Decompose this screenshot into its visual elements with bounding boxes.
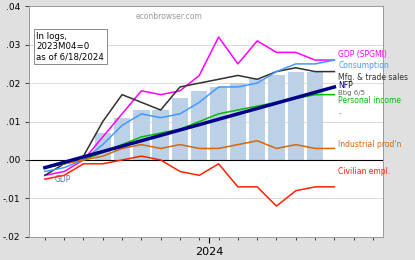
Text: GDP: GDP (54, 175, 71, 184)
Bar (268, 75, 285, 160)
Text: Civilian empl.: Civilian empl. (338, 167, 391, 176)
Bar (249, 79, 265, 160)
Text: Personal income: Personal income (338, 96, 401, 105)
Text: Industrial prod'n: Industrial prod'n (338, 140, 402, 149)
Text: econbrowser.com: econbrowser.com (135, 12, 202, 21)
Text: Consumption: Consumption (338, 61, 389, 70)
Text: In logs,
2023M04=0
as of 6/18/2024: In logs, 2023M04=0 as of 6/18/2024 (37, 32, 104, 61)
Bar (172, 99, 188, 160)
Text: Mfg. & trade sales: Mfg. & trade sales (338, 73, 408, 82)
Text: -: - (338, 109, 341, 118)
Bar (191, 91, 208, 160)
Bar (307, 72, 323, 160)
Bar (210, 87, 227, 160)
Text: NFP: NFP (338, 81, 353, 89)
Bar (152, 110, 169, 160)
Text: GDP (SPGMI): GDP (SPGMI) (338, 50, 387, 59)
Bar (95, 133, 111, 160)
Bar (114, 118, 130, 160)
Bar (288, 72, 304, 160)
Bar (133, 110, 149, 160)
Text: Bbg 6/5: Bbg 6/5 (338, 90, 365, 96)
Bar (229, 83, 246, 160)
